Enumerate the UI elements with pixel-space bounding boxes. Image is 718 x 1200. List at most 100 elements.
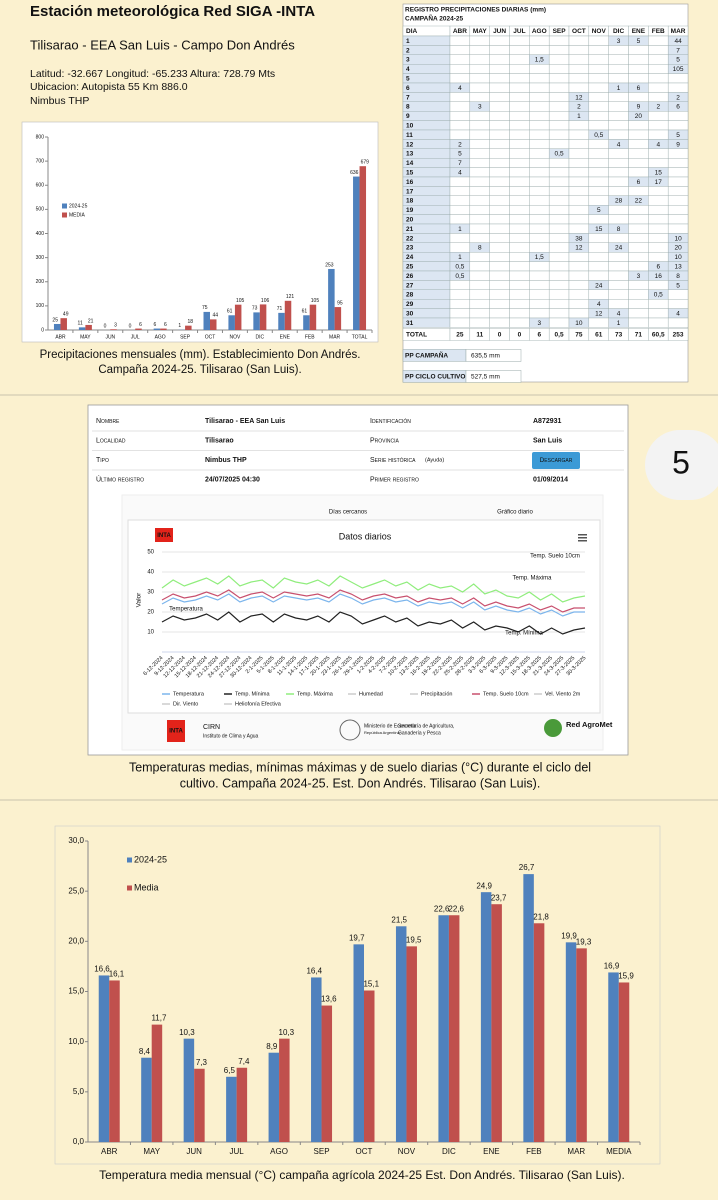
- bar: [523, 874, 534, 1142]
- legend-label[interactable]: Heliofonía Efectiva: [235, 701, 282, 707]
- value-label: 106: [261, 298, 270, 304]
- table-cell-bg: [402, 63, 451, 74]
- table-cell-bg: [608, 214, 629, 225]
- table-cell-bg: [449, 186, 471, 196]
- legend-label[interactable]: Temp. Máxima: [297, 691, 334, 697]
- legend-label[interactable]: Temp. Suelo 10cm: [483, 691, 529, 697]
- table-cell: 9: [406, 113, 410, 120]
- table-cell-bg: [628, 308, 649, 319]
- table-cell: 5: [458, 151, 462, 158]
- column-header: FEB: [652, 28, 665, 35]
- value-label: 23,7: [491, 893, 507, 902]
- y-tick-label: 400: [36, 231, 45, 237]
- total-cell: 61: [595, 332, 603, 339]
- table-cell-bg: [648, 157, 669, 168]
- summary-label: PP CICLO CULTIVO: [405, 374, 465, 381]
- help-link[interactable]: (Ayuda): [425, 457, 444, 463]
- table-cell-bg: [509, 261, 530, 272]
- legend-label[interactable]: Vel. Viento 2m: [545, 691, 581, 697]
- table-cell-bg: [588, 242, 609, 253]
- menu-icon[interactable]: [578, 540, 587, 542]
- table-cell-bg: [449, 54, 471, 65]
- table-cell-bg: [548, 73, 570, 84]
- table-cell-bg: [469, 289, 490, 300]
- value-label: 105: [236, 298, 245, 304]
- table-cell-bg: [667, 204, 689, 215]
- table-cell-bg: [449, 120, 471, 131]
- legend-label[interactable]: Temperatura: [173, 691, 205, 697]
- table-cell-bg: [449, 233, 471, 243]
- table-cell-bg: [449, 214, 471, 225]
- table-cell-bg: [449, 289, 471, 300]
- table-cell-bg: [489, 110, 510, 121]
- column-header: DIC: [613, 28, 625, 35]
- download-label[interactable]: Descargar: [540, 457, 573, 464]
- logo-text: INTA: [169, 729, 183, 735]
- table-cell-bg: [529, 101, 550, 112]
- bar: [364, 990, 375, 1142]
- table-cell-bg: [529, 157, 550, 168]
- table-cell-bg: [568, 204, 590, 215]
- bar: [53, 323, 61, 330]
- y-tick-label: 700: [36, 158, 45, 164]
- download-button[interactable]: [532, 452, 580, 469]
- total-cell: 0,5: [555, 332, 564, 339]
- x-tick-label: SEP: [180, 334, 191, 340]
- value-label: 95: [337, 300, 343, 306]
- tab[interactable]: Días cercanos: [329, 510, 367, 516]
- menu-icon[interactable]: [578, 537, 587, 539]
- table-cell-bg: [608, 186, 629, 196]
- value-label: 0: [104, 323, 107, 329]
- logo-text: Secretaría de Agricultura,: [398, 723, 454, 729]
- legend-label[interactable]: Dir. Viento: [173, 701, 198, 707]
- value-label: 105: [311, 298, 320, 304]
- table-cell-bg: [667, 289, 689, 300]
- bar: [279, 1038, 290, 1142]
- value-label: 7,3: [196, 1058, 208, 1067]
- table-cell-bg: [449, 129, 471, 140]
- menu-icon[interactable]: [578, 534, 587, 536]
- table-cell-bg: [648, 73, 669, 84]
- value-label: 19,5: [406, 935, 422, 944]
- table-cell-bg: [469, 167, 490, 178]
- tab[interactable]: Gráfico diario: [497, 510, 533, 516]
- bar: [311, 977, 322, 1142]
- table-cell-bg: [529, 35, 550, 46]
- table-cell: 4: [406, 66, 410, 73]
- field-value: Nimbus THP: [205, 457, 247, 464]
- bar: [395, 926, 407, 1142]
- total-cell: 25: [456, 332, 464, 339]
- chart-frame: [21, 121, 379, 343]
- table-cell-bg: [648, 63, 669, 74]
- total-cell: 75: [575, 332, 583, 339]
- table-cell-bg: [489, 308, 510, 319]
- table-cell-bg: [529, 63, 550, 74]
- table-cell-bg: [628, 233, 649, 243]
- table-cell: 13: [406, 151, 414, 158]
- table-cell: 4: [597, 301, 601, 308]
- table-cell: 7: [406, 94, 410, 101]
- table-cell-bg: [449, 242, 471, 253]
- y-tick-label: 10: [147, 630, 154, 636]
- legend-label[interactable]: Humedad: [359, 691, 383, 697]
- legend-label[interactable]: Temp. Mínima: [235, 691, 270, 697]
- legend-label[interactable]: Precipitación: [421, 691, 453, 697]
- table-cell-bg: [608, 73, 629, 84]
- table-cell-bg: [489, 139, 510, 149]
- table-cell-bg: [489, 148, 510, 159]
- table-cell-bg: [608, 110, 629, 121]
- table-cell: 0,5: [455, 273, 464, 280]
- table-cell: 3: [537, 320, 541, 327]
- column-header: DIA: [406, 28, 418, 35]
- table-cell-bg: [608, 101, 629, 112]
- bar: [353, 176, 360, 330]
- x-tick-label: SEP: [314, 1147, 330, 1156]
- y-tick-label: 20: [147, 610, 154, 616]
- table-cell-bg: [548, 45, 570, 56]
- table-cell-bg: [588, 63, 609, 74]
- table-cell-bg: [648, 54, 669, 65]
- column-header: NOV: [592, 28, 607, 35]
- table-cell: 4: [458, 85, 462, 92]
- table-cell-bg: [548, 129, 570, 140]
- table-cell-bg: [489, 129, 510, 140]
